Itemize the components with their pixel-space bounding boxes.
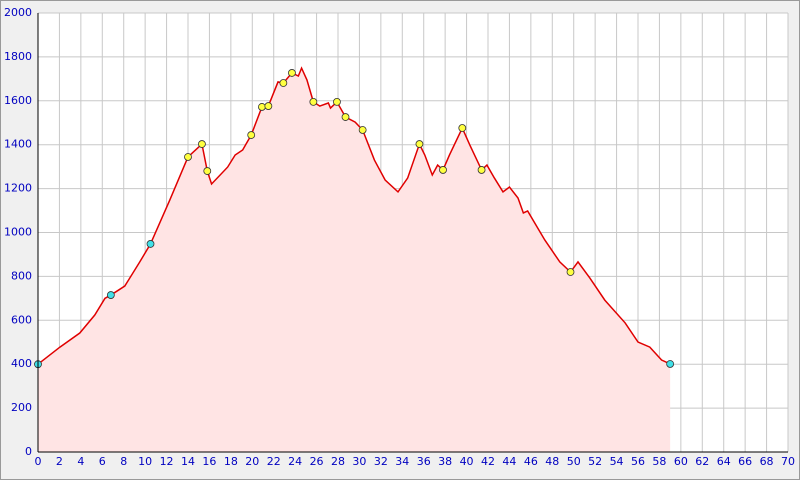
y-tick-label: 1000 <box>4 226 32 239</box>
x-tick-label: 36 <box>417 455 431 468</box>
y-tick-label: 2000 <box>4 6 32 19</box>
marker <box>477 166 486 174</box>
x-tick-label: 52 <box>588 455 602 468</box>
x-tick-label: 66 <box>738 455 752 468</box>
area-fill <box>38 68 671 453</box>
marker <box>258 103 266 111</box>
marker <box>184 153 192 161</box>
x-tick-label: 22 <box>267 455 281 468</box>
y-tick-label: 1600 <box>4 94 32 107</box>
x-tick-label: 6 <box>99 455 106 468</box>
marker <box>415 140 424 148</box>
x-tick-label: 10 <box>138 455 152 468</box>
marker <box>458 124 467 132</box>
x-tick-label: 70 <box>781 455 795 468</box>
x-tick-label: 28 <box>331 455 345 468</box>
x-tick-label: 40 <box>460 455 474 468</box>
x-tick-label: 60 <box>674 455 688 468</box>
y-tick-label: 1200 <box>4 182 32 195</box>
x-tick-label: 64 <box>717 455 731 468</box>
marker <box>279 79 288 87</box>
marker <box>333 97 341 106</box>
x-tick-label: 30 <box>352 455 366 468</box>
x-tick-label: 38 <box>438 455 452 468</box>
marker <box>203 167 212 175</box>
marker <box>309 97 318 106</box>
x-tick-label: 42 <box>481 455 495 468</box>
x-tick-label: 8 <box>120 455 127 468</box>
y-tick-label: 600 <box>11 313 32 326</box>
y-tick-label: 1800 <box>4 50 32 63</box>
marker <box>146 240 155 248</box>
marker <box>566 268 575 276</box>
x-tick-label: 56 <box>631 455 645 468</box>
x-tick-label: 54 <box>610 455 624 468</box>
y-tick-label: 0 <box>25 445 32 458</box>
marker <box>358 126 367 134</box>
marker <box>198 140 206 148</box>
x-tick-label: 46 <box>524 455 538 468</box>
marker <box>341 113 350 121</box>
x-tick-label: 48 <box>545 455 559 468</box>
y-tick-label: 400 <box>11 357 32 370</box>
marker <box>106 291 115 299</box>
x-tick-label: 20 <box>245 455 259 468</box>
marker <box>288 69 296 77</box>
x-tick-label: 24 <box>288 455 302 468</box>
x-tick-label: 68 <box>760 455 774 468</box>
x-tick-label: 50 <box>567 455 581 468</box>
x-tick-label: 16 <box>202 455 216 468</box>
x-tick-label: 58 <box>652 455 666 468</box>
x-tick-label: 32 <box>374 455 388 468</box>
y-tick-label: 1400 <box>4 138 32 151</box>
marker <box>666 360 675 368</box>
x-tick-label: 14 <box>181 455 195 468</box>
x-tick-label: 26 <box>310 455 324 468</box>
x-tick-label: 34 <box>395 455 409 468</box>
marker <box>439 166 447 174</box>
x-tick-label: 0 <box>35 455 42 468</box>
y-tick-label: 200 <box>11 401 32 414</box>
x-tick-label: 44 <box>502 455 516 468</box>
x-tick-label: 18 <box>224 455 238 468</box>
marker <box>247 131 256 139</box>
x-tick-label: 2 <box>56 455 63 468</box>
marker <box>264 102 273 110</box>
x-tick-label: 62 <box>695 455 709 468</box>
y-tick-label: 800 <box>11 269 32 282</box>
line <box>37 66 671 365</box>
x-tick-label: 4 <box>77 455 84 468</box>
x-tick-label: 12 <box>160 455 174 468</box>
